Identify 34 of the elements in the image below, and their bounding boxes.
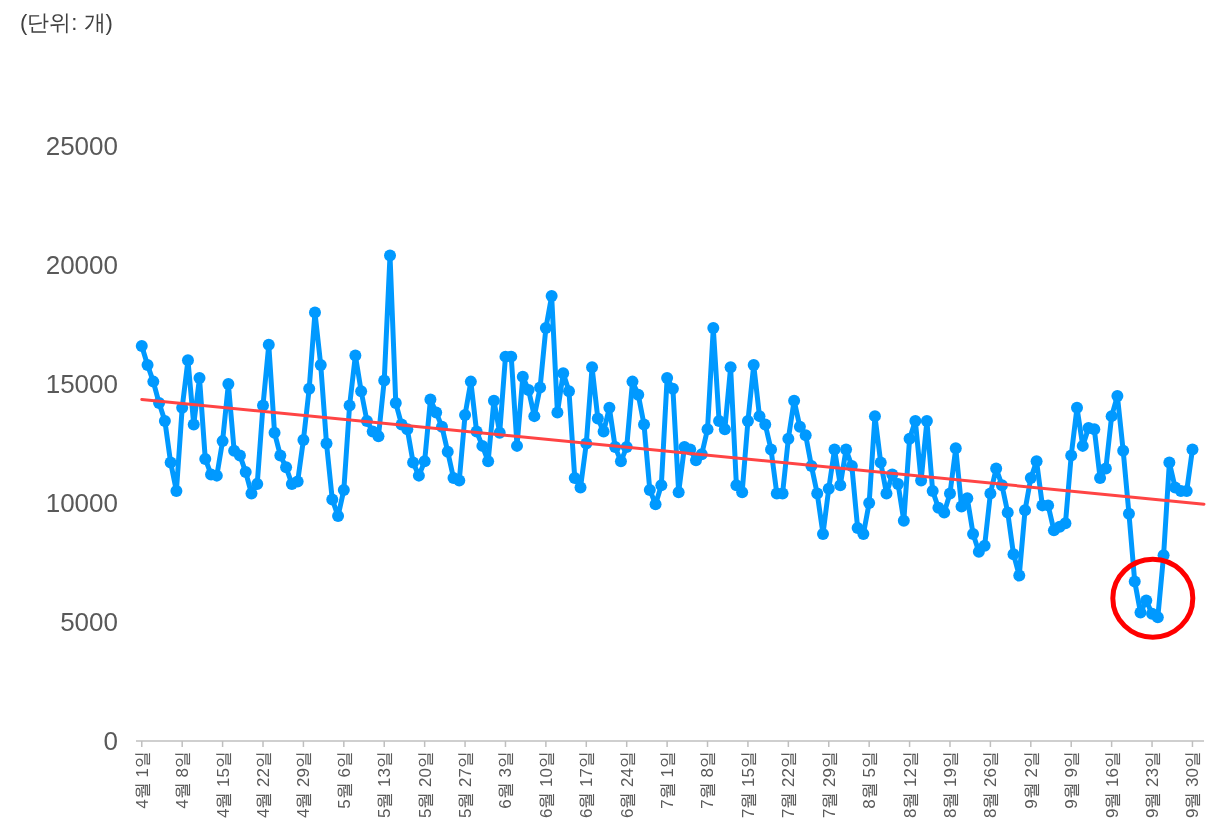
- x-tick-label: 7월 8일: [698, 751, 718, 809]
- x-tick-label: 5월 13일: [375, 751, 395, 819]
- x-tick-label: 9월 2일: [1021, 751, 1041, 809]
- x-tick-label: 9월 16일: [1102, 751, 1122, 819]
- x-tick-label: 7월 29일: [819, 751, 839, 819]
- y-tick-label: 20000: [45, 250, 118, 281]
- x-tick-label: 7월 22일: [779, 751, 799, 819]
- x-tick-label: 8월 26일: [981, 751, 1001, 819]
- x-tick-label: 4월 1일: [132, 751, 152, 809]
- x-tick-label: 5월 27일: [456, 751, 476, 819]
- x-tick-label: 9월 9일: [1062, 751, 1082, 809]
- x-tick-label: 9월 30일: [1183, 751, 1203, 819]
- x-tick-label: 7월 15일: [738, 751, 758, 819]
- x-tick-label: 4월 29일: [294, 751, 314, 819]
- x-tick-label: 5월 6일: [334, 751, 354, 809]
- x-tick-label: 7월 1일: [658, 751, 678, 809]
- x-tick-label: 6월 24일: [617, 751, 637, 819]
- y-tick-label: 5000: [60, 607, 118, 638]
- x-tick-label: 9월 23일: [1142, 751, 1162, 819]
- x-tick-label: 6월 17일: [577, 751, 597, 819]
- x-tick-label: 8월 5일: [860, 751, 880, 809]
- x-tick-label: 8월 12일: [900, 751, 920, 819]
- x-tick-label: 4월 15일: [213, 751, 233, 819]
- x-tick-label: 8월 19일: [940, 751, 960, 819]
- x-tick-label: 6월 10일: [536, 751, 556, 819]
- y-tick-label: 0: [103, 726, 118, 757]
- x-tick-label: 4월 22일: [253, 751, 273, 819]
- y-axis-title: (단위: 개): [20, 10, 113, 35]
- x-tick-label: 4월 8일: [173, 751, 193, 809]
- y-tick-label: 10000: [45, 488, 118, 519]
- y-tick-label: 15000: [45, 369, 118, 400]
- x-tick-label: 6월 3일: [496, 751, 516, 809]
- y-tick-label: 25000: [45, 131, 118, 162]
- x-tick-label: 5월 20일: [415, 751, 435, 819]
